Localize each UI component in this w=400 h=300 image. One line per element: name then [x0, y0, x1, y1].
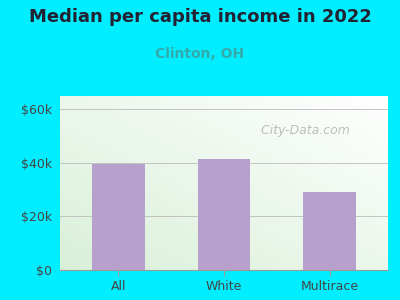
Text: City-Data.com: City-Data.com: [257, 124, 350, 137]
Bar: [92, 164, 145, 270]
Text: Clinton, OH: Clinton, OH: [156, 46, 244, 61]
Bar: [198, 159, 250, 270]
Bar: [303, 192, 356, 270]
Text: Median per capita income in 2022: Median per capita income in 2022: [28, 8, 372, 26]
